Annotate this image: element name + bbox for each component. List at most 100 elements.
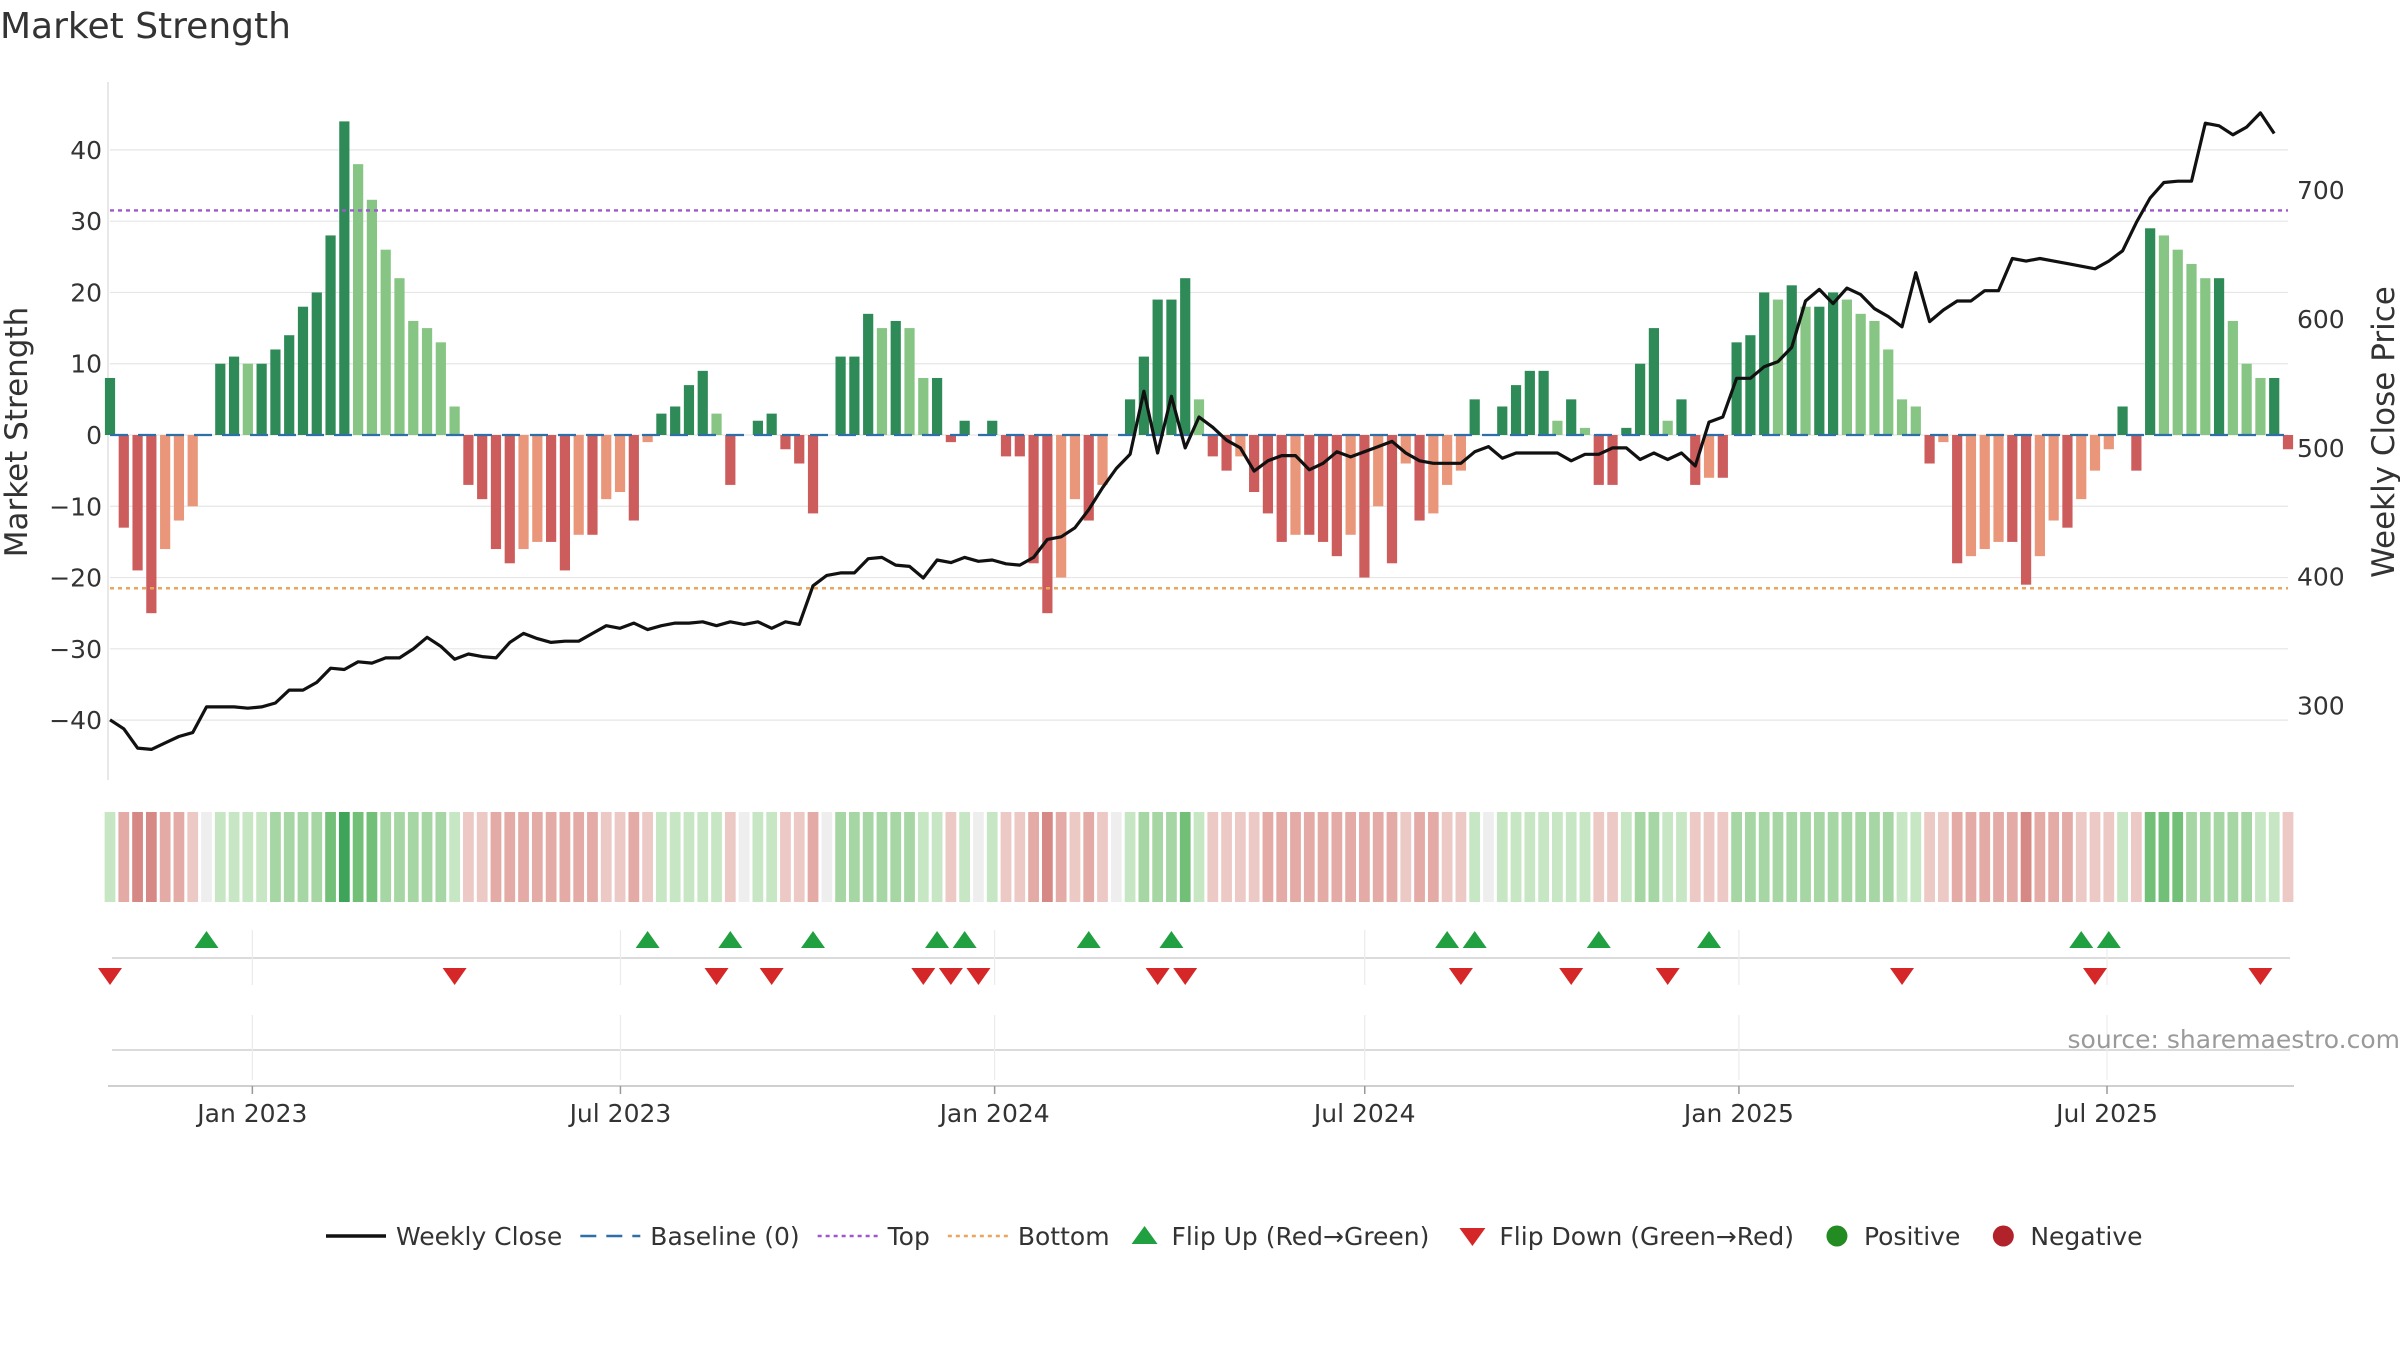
strength-bar	[408, 320, 419, 435]
strength-bar	[2227, 320, 2238, 435]
flip-up-marker	[801, 931, 826, 948]
strength-bar	[959, 420, 970, 435]
strength-bar	[1345, 435, 1356, 535]
heat-cell	[1414, 812, 1425, 902]
strength-bar	[2048, 435, 2059, 521]
strength-bar	[532, 435, 543, 542]
strength-bar	[311, 292, 322, 435]
heat-cell	[600, 812, 612, 902]
strength-bar	[394, 278, 405, 435]
strength-bar	[1014, 435, 1025, 457]
strength-bar	[1786, 285, 1797, 435]
strength-bar	[1635, 363, 1646, 435]
legend-item: Top	[817, 1222, 930, 1251]
strength-bar	[656, 413, 667, 435]
legend-label: Bottom	[1018, 1222, 1110, 1251]
heat-cell	[242, 812, 254, 902]
flip-down-marker	[938, 968, 963, 985]
heat-cell	[780, 812, 791, 902]
legend-item: Flip Down (Green→Red)	[1459, 1222, 1794, 1251]
flip-down-marker	[1448, 968, 1473, 985]
strength-bar	[1276, 435, 1287, 542]
strength-bar	[2076, 435, 2087, 500]
heat-cell	[1028, 812, 1039, 902]
heat-cell	[159, 812, 171, 902]
heat-cell	[587, 812, 598, 902]
legend-label: Weekly Close	[396, 1222, 562, 1251]
strength-bar	[380, 249, 391, 435]
y-tick-label: −30	[49, 635, 102, 664]
heat-cell	[2034, 812, 2046, 902]
strength-bar	[187, 435, 198, 507]
y2-tick-label: 500	[2297, 434, 2345, 463]
strength-bar	[587, 435, 598, 535]
strength-bar	[2200, 278, 2211, 435]
heat-cell	[1483, 812, 1494, 902]
strength-bar	[1317, 435, 1329, 542]
strength-bar	[1124, 399, 1136, 435]
strength-bar	[780, 435, 791, 450]
strength-bar	[904, 328, 915, 435]
strength-bar	[325, 235, 336, 435]
strength-bar	[1731, 342, 1742, 435]
legend: Weekly Close Baseline (0) Top Bottom Flip Up…	[326, 1222, 2143, 1251]
chart-title: Market Strength	[0, 6, 291, 47]
heat-cell	[435, 812, 447, 902]
heat-cell	[380, 812, 392, 902]
heat-cell	[2020, 812, 2032, 902]
heat-cell	[669, 812, 681, 902]
y2-tick-label: 700	[2297, 176, 2345, 205]
heat-cell	[1924, 812, 1935, 902]
heat-cell	[394, 812, 405, 902]
heat-cell	[1055, 812, 1067, 902]
legend-item: Negative	[1992, 1222, 2143, 1251]
heat-cell	[2006, 812, 2018, 902]
heat-cell	[1538, 812, 1549, 902]
strength-bar	[1828, 292, 1839, 435]
strength-bar	[2020, 435, 2032, 585]
strength-bar	[421, 328, 433, 435]
heat-cell	[1359, 812, 1370, 902]
strength-bar	[1442, 435, 1453, 485]
strength-bar	[614, 435, 626, 493]
y-tick-label: −40	[49, 706, 102, 735]
x-axis: Jan 2023 Jul 2023 Jan 2024 Jul 2024 Jan 2025…	[108, 1085, 2294, 1128]
heat-cell	[628, 812, 640, 902]
heat-cell	[1496, 812, 1508, 902]
heat-cell	[614, 812, 626, 902]
strength-bar	[1648, 328, 1659, 435]
strength-bar	[1855, 313, 1866, 435]
heat-cell	[518, 812, 529, 902]
y-tick-label: 20	[70, 278, 102, 307]
y2-tick-label: 400	[2297, 563, 2345, 592]
strength-bar	[890, 320, 901, 435]
legend-triangle-up-icon	[1131, 1226, 1158, 1244]
heat-cell	[1276, 812, 1288, 902]
heat-cell	[793, 812, 805, 902]
heat-cell	[973, 812, 984, 902]
heat-cell	[1097, 812, 1108, 902]
strength-bar	[1938, 435, 1949, 443]
heat-cell	[559, 812, 571, 902]
legend-label: Baseline (0)	[650, 1222, 799, 1251]
flip-markers	[98, 930, 2290, 1080]
strength-bar	[1304, 435, 1315, 535]
strength-bar	[945, 435, 956, 443]
strength-bar	[1841, 299, 1852, 435]
heat-cell	[1800, 812, 1811, 902]
heat-cell	[1124, 812, 1136, 902]
heat-cell	[407, 812, 419, 902]
heat-cell	[1083, 812, 1095, 902]
heat-cell	[2089, 812, 2101, 902]
strength-bar	[1097, 435, 1108, 485]
strength-bar	[477, 435, 488, 500]
heat-cell	[1455, 812, 1467, 902]
strength-bar	[1180, 278, 1191, 435]
heat-cell	[1565, 812, 1577, 902]
heat-cell	[959, 812, 971, 902]
strength-bar	[766, 413, 777, 435]
strength-bar	[463, 435, 474, 485]
strength-bar	[1593, 435, 1604, 485]
legend-label: Flip Down (Green→Red)	[1499, 1222, 1794, 1251]
heat-cell	[1069, 812, 1081, 902]
